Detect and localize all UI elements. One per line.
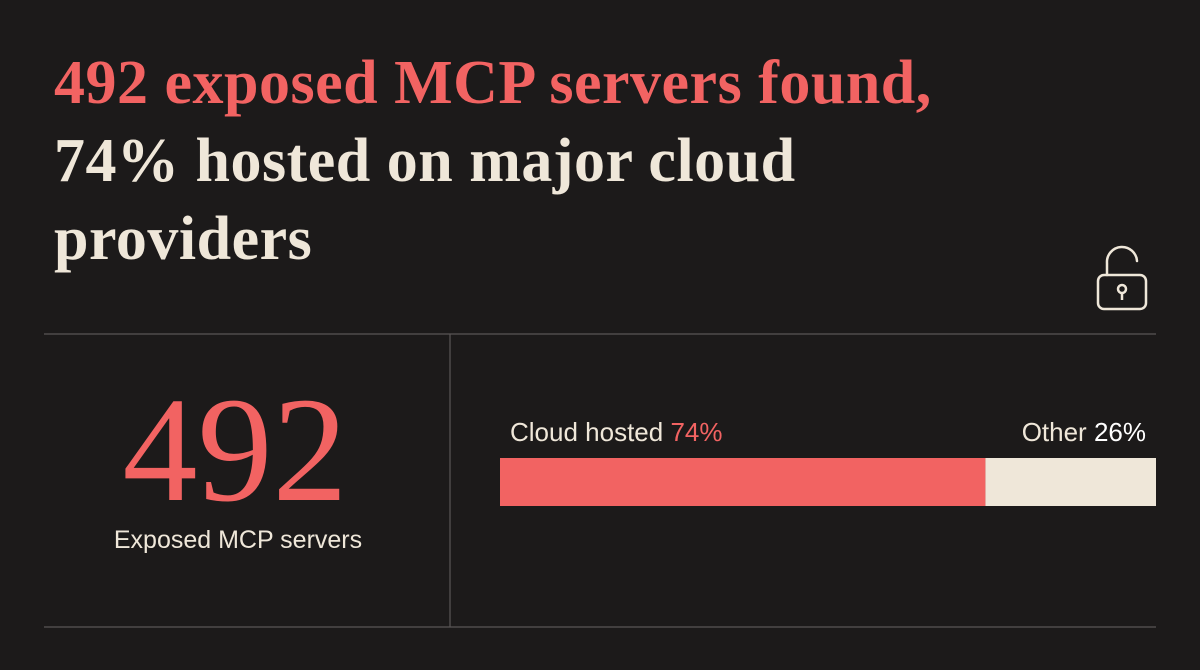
value-label: 74% bbox=[670, 417, 722, 447]
stat-label: Exposed MCP servers bbox=[114, 526, 362, 554]
bar-label: Cloud hosted 74% bbox=[510, 417, 723, 447]
stat-value: 492 bbox=[123, 367, 348, 533]
bar-segment bbox=[985, 458, 1156, 506]
headline-highlight: 492 exposed MCP servers found, bbox=[54, 49, 932, 117]
bar-label: Other 26% bbox=[1022, 417, 1146, 447]
value-label: 26% bbox=[1094, 417, 1146, 447]
headline-rest: 74% hosted on major cloud providers bbox=[54, 127, 796, 273]
headline: 492 exposed MCP servers found, 74% hoste… bbox=[54, 44, 954, 278]
legend-name: Cloud hosted bbox=[510, 417, 663, 447]
legend-name: Other bbox=[1022, 417, 1087, 447]
lock-icon bbox=[1096, 245, 1148, 311]
bar-segment bbox=[500, 458, 986, 506]
